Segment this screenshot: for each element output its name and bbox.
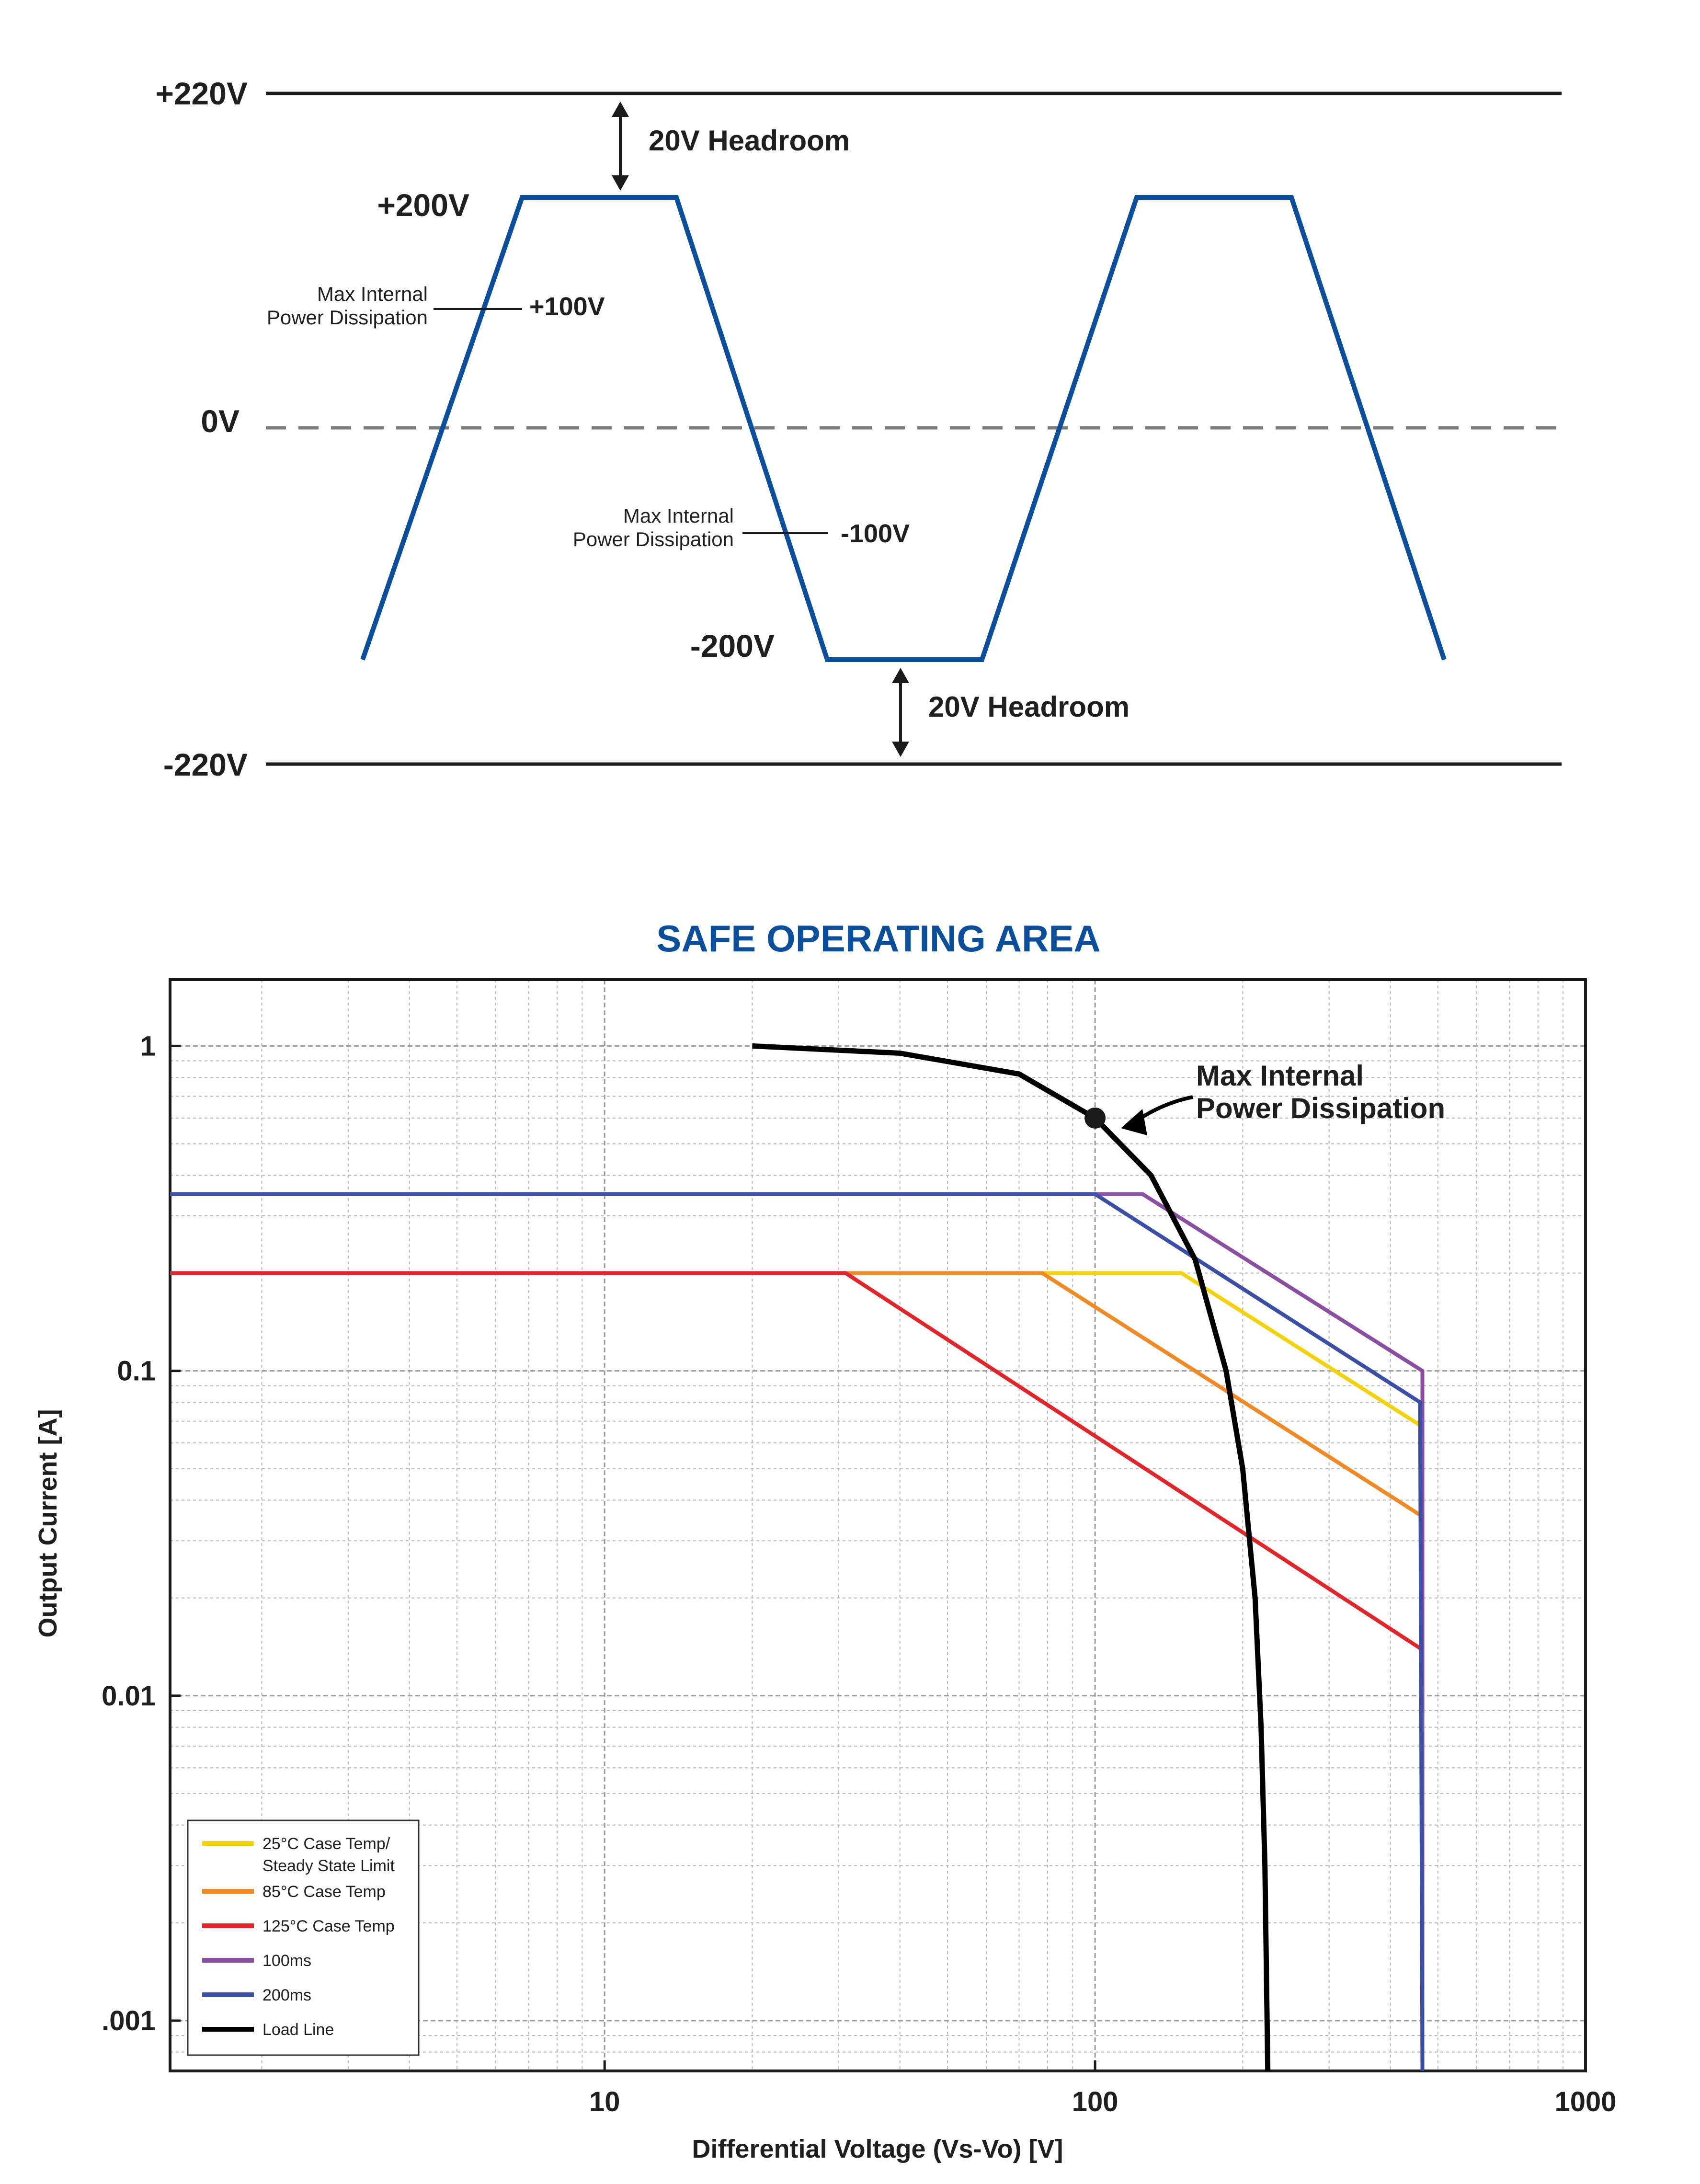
legend-label: 200ms [262, 1986, 311, 2004]
voltage-waveform [360, 195, 1447, 662]
series-line-100ms [170, 1192, 1425, 2071]
y-tick-label: .001 [102, 2005, 156, 2036]
chart-legend: 25°C Case Temp/Steady State Limit 85°C Ca… [187, 1819, 420, 2056]
legend-label: 25°C Case Temp/ [262, 1835, 390, 1853]
level-label-minus100: -100V [841, 519, 910, 548]
level-label-minus220: -220V [163, 747, 248, 782]
headroom-top-label: 20V Headroom [649, 125, 850, 157]
annotation-label-line2: Power Dissipation [1196, 1092, 1445, 1124]
annotation-label-line1: Max Internal [1196, 1060, 1364, 1092]
legend-label: 85°C Case Temp [262, 1883, 386, 1901]
chart-ticks: 10 100 1000 1 0.1 0.01 .001 [102, 1030, 1616, 2117]
y-tick-label: 0.1 [117, 1356, 156, 1387]
max-dissipation-bottom-label-line1: Max Internal [623, 504, 734, 527]
level-label-zero: 0V [201, 403, 240, 439]
series-line-200ms [170, 1192, 1425, 2071]
legend-label: 100ms [262, 1952, 311, 1970]
waveform-diagram: +220V +200V +100V 0V -100V -200V -220V 2… [155, 76, 1562, 782]
max-dissipation-top-label-line2: Power Dissipation [267, 306, 428, 329]
headroom-bottom-arrow [892, 668, 909, 757]
level-label-plus220: +220V [155, 76, 248, 111]
chart-grid [170, 980, 1586, 2071]
legend-label: 125°C Case Temp [262, 1917, 395, 1935]
series-line-25-c-case-temp-steady-state-limit [170, 1271, 1421, 1427]
headroom-top-arrow [612, 102, 629, 191]
annotation-arrow [1131, 1095, 1193, 1125]
series-line-125-c-case-temp [170, 1271, 1421, 1650]
legend-label: Load Line [262, 2021, 334, 2039]
max-dissipation-top-label-line1: Max Internal [317, 283, 428, 305]
chart-series [170, 1043, 1425, 2071]
x-tick-label: 100 [1072, 2086, 1118, 2117]
x-tick-label: 1000 [1554, 2086, 1616, 2117]
level-label-plus100: +100V [529, 292, 605, 321]
legend-label: Steady State Limit [262, 1857, 395, 1875]
y-tick-label: 1 [140, 1030, 156, 1062]
chart-title: SAFE OPERATING AREA [656, 917, 1100, 960]
max-dissipation-bottom-label-line2: Power Dissipation [573, 528, 734, 550]
plot-frame [169, 978, 1587, 2072]
series-line-load-line [752, 1043, 1271, 2071]
x-tick-label: 10 [589, 2086, 620, 2117]
level-label-plus200: +200V [377, 187, 469, 223]
x-axis-label: Differential Voltage (Vs-Vo) [V] [692, 2135, 1063, 2163]
series-line-85-c-case-temp [170, 1271, 1421, 1517]
level-label-minus200: -200V [690, 628, 775, 663]
y-tick-label: 0.01 [102, 1681, 156, 1712]
headroom-bottom-label: 20V Headroom [928, 691, 1130, 723]
y-axis-label: Output Current [A] [34, 1409, 62, 1638]
annotation-arrowhead [1121, 1109, 1147, 1135]
legend-box [187, 1819, 420, 2056]
max-dissipation-marker [1084, 1107, 1106, 1129]
